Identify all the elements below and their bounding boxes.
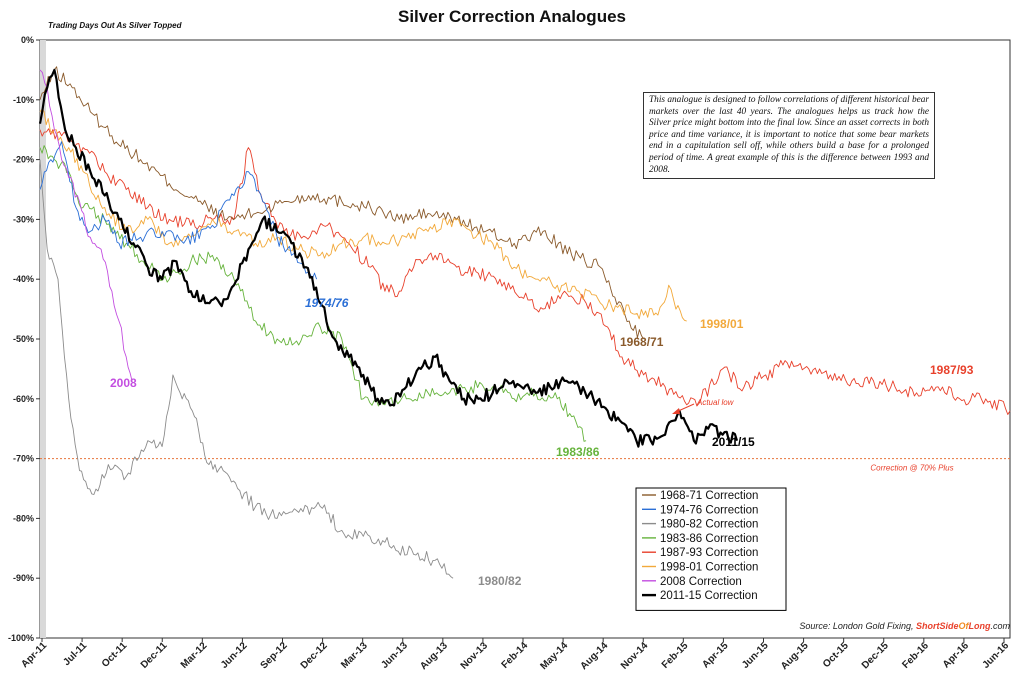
y-tick-label: -70% xyxy=(13,454,34,464)
y-tick-label: -90% xyxy=(13,573,34,583)
series-label-1968-71: 1968/71 xyxy=(620,335,664,349)
series-label-1987-93: 1987/93 xyxy=(930,363,974,377)
x-tick-label: Nov-13 xyxy=(459,640,491,672)
source-suffix: .com xyxy=(990,621,1010,631)
x-tick-label: Jun-16 xyxy=(981,640,1012,671)
series-line-1998-01 xyxy=(39,108,687,322)
y-tick-label: 0% xyxy=(21,35,34,45)
x-tick-label: Jun-12 xyxy=(219,640,250,671)
y-tick-label: -100% xyxy=(8,633,34,643)
legend-frame xyxy=(635,487,787,611)
x-tick-label: Jun-13 xyxy=(379,640,410,671)
legend-entry: 1987-93 Correction xyxy=(660,547,758,559)
series-label-1980-82: 1980/82 xyxy=(478,574,522,588)
source-brand-b: Of xyxy=(958,621,969,631)
series-line-1987-93 xyxy=(39,128,1011,415)
reference-line-label: Correction @ 70% Plus xyxy=(870,464,953,473)
source-brand-a: ShortSide xyxy=(915,621,959,631)
y-tick-label: -60% xyxy=(13,394,34,404)
x-tick-label: Apr-16 xyxy=(941,640,971,670)
y-tick-label: -50% xyxy=(13,334,34,344)
series-label-2008: 2008 xyxy=(110,376,137,390)
annotation-group: Actual low xyxy=(672,398,735,414)
y-tick-label: -80% xyxy=(13,513,34,523)
legend-entry: 1968-71 Correction xyxy=(660,490,758,502)
x-tick-label: Aug-14 xyxy=(579,640,611,672)
legend-entry: 1998-01 Correction xyxy=(660,562,758,574)
series-labels: 1968/71 1974/76 1980/82 1983/86 1987/93 1998/… xyxy=(110,296,974,588)
series-line-1980-82 xyxy=(39,159,454,579)
source-prefix: Source: London Gold Fixing, xyxy=(799,621,916,631)
x-tick-label: Mar-13 xyxy=(339,640,370,671)
x-tick-label: Nov-14 xyxy=(619,640,651,672)
series-label-1974-76: 1974/76 xyxy=(305,296,349,310)
x-tick-label: Feb-14 xyxy=(500,640,531,671)
x-tick-label: Feb-15 xyxy=(660,640,691,671)
series-line-2011-15 xyxy=(38,68,739,448)
y-tick-label: -10% xyxy=(13,95,34,105)
description-text: This analogue is designed to follow corr… xyxy=(649,95,929,175)
series-label-1983-86: 1983/86 xyxy=(556,445,600,459)
x-tick-label: Aug-15 xyxy=(779,640,811,672)
series-label-2011-15: 2011/15 xyxy=(712,435,755,449)
x-tick-label: Dec-15 xyxy=(860,640,891,671)
y-tick-label: -20% xyxy=(13,155,34,165)
x-tick-label: Apr-11 xyxy=(19,640,49,670)
chart-title: Silver Correction Analogues xyxy=(398,7,626,26)
x-tick-label: Jul-11 xyxy=(61,640,89,668)
legend-entry: 1980-82 Correction xyxy=(660,519,758,531)
y-tick-label: -40% xyxy=(13,274,34,284)
legend: 1968-71 Correction 1974-76 Correction 1980… xyxy=(635,487,787,611)
series-lines xyxy=(38,66,1011,579)
x-axis: Apr-11 Jul-11 Oct-11 Dec-11 Mar-12 Jun-12 Sep-… xyxy=(19,638,1011,672)
x-tick-label: Mar-12 xyxy=(179,640,210,671)
x-tick-label: Dec-11 xyxy=(139,640,170,671)
x-tick-label: Oct-15 xyxy=(821,640,851,670)
legend-entry: 2008 Correction xyxy=(660,576,742,588)
reference-line-group: Correction @ 70% Plus xyxy=(40,458,1010,473)
series-line-1968-71 xyxy=(39,66,644,340)
y-axis: 0% -10% -20% -30% -40% -50% -60% -70% -80% -90% -1… xyxy=(8,35,40,643)
series-line-2008 xyxy=(39,69,133,382)
legend-entry: 1974-76 Correction xyxy=(660,504,758,516)
x-tick-label: Oct-11 xyxy=(100,640,130,670)
x-tick-label: Feb-16 xyxy=(900,640,931,671)
source-line: Source: London Gold Fixing, ShortSideOfL… xyxy=(760,621,1010,631)
y-tick-label: -30% xyxy=(13,214,34,224)
x-tick-label: Sep-12 xyxy=(259,640,290,671)
x-tick-label: May-14 xyxy=(538,640,570,672)
x-tick-label: Dec-12 xyxy=(299,640,330,671)
series-label-1998-01: 1998/01 xyxy=(700,317,744,331)
x-tick-label: Apr-15 xyxy=(700,640,730,670)
series-line-1983-86 xyxy=(39,145,587,442)
legend-entry: 2011-15 Correction xyxy=(660,590,758,602)
legend-entry: 1983-86 Correction xyxy=(660,533,758,545)
plot-left-band xyxy=(40,40,46,638)
source-brand-c: Long xyxy=(968,621,991,631)
annotation-label: Actual low xyxy=(696,398,735,407)
x-axis-note: Trading Days Out As Silver Topped xyxy=(48,21,183,30)
x-tick-label: Jun-15 xyxy=(740,640,771,671)
annotation-arrow-head xyxy=(672,408,680,414)
x-tick-label: Aug-13 xyxy=(418,640,450,672)
description-box: This analogue is designed to follow corr… xyxy=(643,92,935,180)
